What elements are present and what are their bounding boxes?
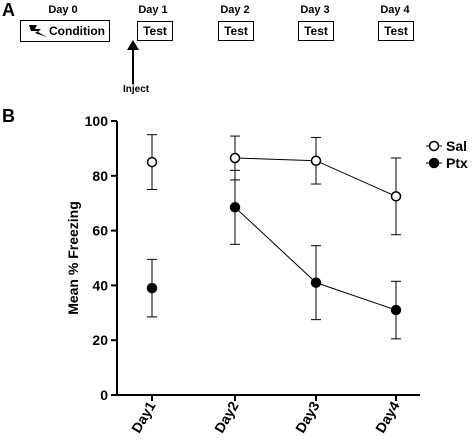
lightning-bolt-icon [29, 25, 47, 37]
x-tick-label: Day2 [211, 398, 242, 435]
test-box-day1: Test [137, 21, 173, 41]
y-tick-label: 80 [92, 168, 108, 184]
x-tick-label: Day4 [372, 398, 403, 435]
chart-marks [146, 134, 402, 340]
inject-label: Inject [123, 84, 150, 95]
y-tick-label: 60 [92, 223, 108, 239]
legend-marker [428, 140, 440, 152]
test-label-day1: Test [143, 24, 167, 38]
day1-label: Day 1 [138, 4, 168, 16]
y-axis-label: Mean % Freezing [65, 201, 81, 315]
day3-label: Day 3 [300, 4, 330, 16]
condition-box: Condition [20, 20, 110, 42]
day4-label: Day 4 [380, 4, 410, 16]
data-point-sal [310, 155, 322, 166]
data-point-sal [146, 156, 158, 168]
data-point-ptx [229, 202, 241, 213]
y-tick-label: 40 [92, 277, 108, 293]
condition-label: Condition [49, 24, 105, 38]
day0-label: Day 0 [48, 4, 78, 16]
test-box-day2: Test [218, 21, 254, 41]
data-point-ptx [310, 277, 322, 288]
data-point-sal [229, 152, 241, 164]
x-tick-label: Day1 [128, 398, 159, 435]
data-point-ptx [390, 304, 402, 316]
x-tick-label: Day3 [292, 398, 323, 435]
y-tick-label: 100 [85, 113, 109, 129]
test-label-day2: Test [224, 24, 248, 38]
legend-label-sal: Sal [446, 138, 467, 154]
test-box-day3: Test [298, 21, 334, 41]
legend-marker [428, 157, 440, 169]
test-box-day4: Test [378, 21, 414, 41]
day2-label: Day 2 [220, 4, 250, 16]
data-point-ptx [146, 282, 158, 294]
test-label-day4: Test [384, 24, 408, 38]
y-tick-label: 0 [100, 387, 108, 403]
test-label-day3: Test [304, 24, 328, 38]
data-point-sal [390, 191, 402, 202]
legend-label-ptx: Ptx [446, 155, 468, 171]
chart-axes: 0 20 40 60 80 100 Day1 Day2 Day3 Day4 Mean % Freez… [65, 113, 420, 435]
y-tick-label: 20 [92, 332, 108, 348]
panel-a-letter: A [2, 0, 15, 20]
panel-b-letter: B [2, 106, 15, 126]
inject-arrow-icon [127, 40, 139, 84]
